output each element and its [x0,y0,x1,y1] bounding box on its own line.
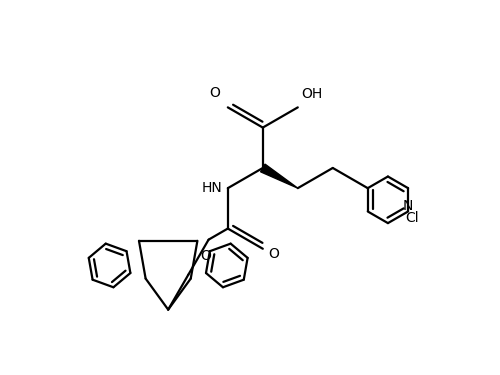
Text: Cl: Cl [405,211,419,225]
Text: OH: OH [302,87,323,102]
Text: O: O [210,86,220,100]
Text: N: N [403,199,413,213]
Text: O: O [200,249,211,262]
Text: O: O [268,247,280,261]
Text: HN: HN [201,181,222,195]
Polygon shape [260,164,298,188]
